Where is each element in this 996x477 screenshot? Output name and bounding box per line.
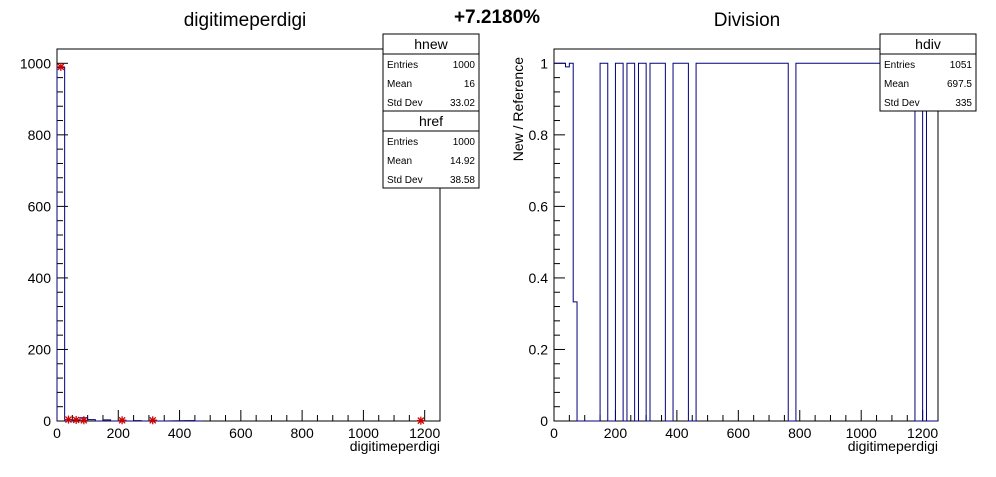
left-y-tick-label: 200 xyxy=(28,341,52,357)
marker-stroke xyxy=(149,416,157,424)
left-y-tick-label: 0 xyxy=(43,413,51,429)
right-x-tick-label: 600 xyxy=(727,425,751,441)
right-y-tick-label: 0.4 xyxy=(529,270,549,286)
stats-row-value: 14.92 xyxy=(450,156,475,167)
stats-row-value: 33.02 xyxy=(450,98,475,109)
stats-row-value: 335 xyxy=(955,98,972,109)
left-x-tick-label: 200 xyxy=(107,425,131,441)
right-x-tick-label: 400 xyxy=(665,425,689,441)
stats-box-frame xyxy=(879,33,977,112)
stats-row-label: Mean xyxy=(884,79,909,90)
stats-row-label: Mean xyxy=(387,156,412,167)
right-y-tick-label: 1 xyxy=(540,55,548,71)
stats-row-label: Entries xyxy=(387,60,418,71)
stats-row-label: Std Dev xyxy=(387,175,423,186)
left-y-tick-label: 600 xyxy=(28,198,52,214)
left-x-tick-label: 0 xyxy=(53,425,61,441)
left-x-tick-label: 800 xyxy=(290,425,314,441)
right-chart-title: Division xyxy=(714,10,781,31)
left-series-href-marker xyxy=(416,416,425,425)
stats-row-value: 38.58 xyxy=(450,175,475,186)
difference-percent-label: +7.2180% xyxy=(454,7,540,28)
stats-row-label: Std Dev xyxy=(884,98,920,109)
stats-row-value: 1000 xyxy=(453,60,476,71)
left-series-hnew xyxy=(56,67,203,422)
left-series-href-marker xyxy=(148,416,157,425)
left-x-tick-label: 400 xyxy=(168,425,192,441)
stats-box-frame xyxy=(382,110,480,189)
marker-stroke xyxy=(118,416,126,424)
right-x-tick-label: 0 xyxy=(550,425,558,441)
right-series-hdiv xyxy=(554,62,938,422)
left-x-tick-label: 1000 xyxy=(348,425,379,441)
right-y-tick-label: 0.6 xyxy=(529,198,549,214)
right-y-tick-label: 0.2 xyxy=(529,341,549,357)
stats-box-title: hdiv xyxy=(915,36,941,52)
stats-row-value: 1051 xyxy=(950,60,973,71)
marker-stroke xyxy=(65,416,72,424)
left-x-axis-title: digitimeperdigi xyxy=(350,438,440,454)
left-stats-box-hnew: hnew Entries 1000 Mean 16 Std Dev 33.02 xyxy=(382,33,480,112)
left-y-tick-label: 800 xyxy=(28,127,52,143)
stats-row-label: Std Dev xyxy=(387,98,423,109)
right-x-tick-label: 1000 xyxy=(846,425,877,441)
stats-row-value: 16 xyxy=(464,79,476,90)
left-y-tick-label: 400 xyxy=(28,270,52,286)
marker-stroke xyxy=(72,416,80,424)
right-x-tick-label: 800 xyxy=(788,425,812,441)
stats-row-value: 697.5 xyxy=(947,79,972,90)
marker-stroke xyxy=(57,63,65,71)
left-plot-area: 0 200 400 600 800 1000 120002004006008001000di… xyxy=(20,48,441,454)
marker-stroke xyxy=(417,417,425,425)
left-series-href-marker xyxy=(64,415,73,424)
left-x-tick-label: 1200 xyxy=(409,425,440,441)
left-x-tick-label: 600 xyxy=(229,425,253,441)
right-x-tick-label: 1200 xyxy=(907,425,938,441)
right-y-tick-label: 0.8 xyxy=(529,127,549,143)
stats-box-frame xyxy=(382,33,480,112)
stats-row-label: Mean xyxy=(387,79,412,90)
stats-row-label: Entries xyxy=(387,137,418,148)
right-x-tick-label: 200 xyxy=(604,425,628,441)
marker-stroke xyxy=(80,416,88,424)
left-series-href-marker xyxy=(118,416,127,425)
stats-row-value: 1000 xyxy=(453,137,476,148)
left-series-href-marker xyxy=(56,62,65,71)
right-y-tick-label: 0 xyxy=(540,413,548,429)
right-plot-area: 0 200 400 600 800 1000 1200 0 0.2 0.4 0.6 0.8 1 digit… xyxy=(510,48,939,454)
left-series-href-marker xyxy=(79,416,88,425)
stats-row-label: Entries xyxy=(884,60,915,71)
left-chart-title: digitimeperdigi xyxy=(184,10,307,31)
left-y-tick-label: 1000 xyxy=(20,55,51,71)
stats-box-title: href xyxy=(419,113,443,129)
right-y-axis-title: New / Reference xyxy=(510,57,526,161)
stats-box-title: hnew xyxy=(414,36,448,52)
left-series-href-marker xyxy=(72,415,81,424)
right-x-axis-title: digitimeperdigi xyxy=(848,438,938,454)
